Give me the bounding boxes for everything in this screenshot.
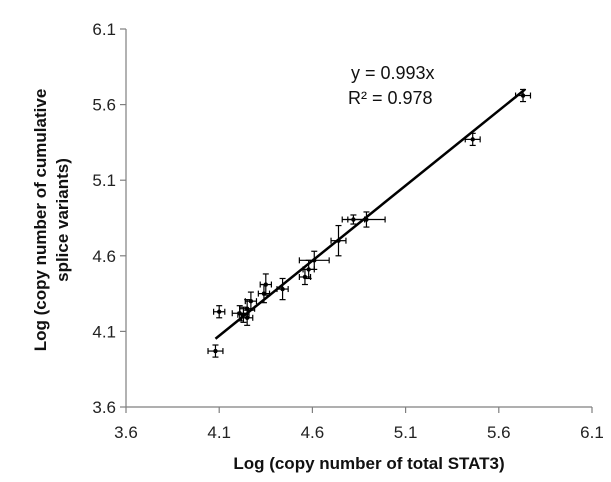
data-point xyxy=(351,217,356,222)
y-tick-label: 5.6 xyxy=(92,96,116,115)
data-point xyxy=(244,306,250,311)
data-point xyxy=(213,348,218,354)
equation-annotation: y = 0.993x xyxy=(351,63,435,83)
x-tick-label: 5.1 xyxy=(394,423,418,442)
x-tick-label: 4.6 xyxy=(301,423,325,442)
y-axis-title: Log (copy number of cumulative splice var… xyxy=(31,89,72,352)
tick-marks xyxy=(120,28,593,413)
data-point xyxy=(302,274,308,280)
x-axis-title: Log (copy number of total STAT3) xyxy=(233,454,504,473)
data-point xyxy=(470,137,475,142)
data-points xyxy=(213,93,526,354)
data-point xyxy=(237,311,242,316)
y-axis-title-line2: splice variants) xyxy=(53,158,72,282)
data-point xyxy=(263,282,268,287)
y-tick-label: 4.1 xyxy=(92,322,116,341)
y-axis-title-line1: Log (copy number of cumulative xyxy=(31,89,50,352)
x-tick-label: 4.1 xyxy=(207,423,231,442)
y-tick-label: 3.6 xyxy=(92,398,116,417)
tick-labels: 3.6 4.1 4.6 5.1 5.6 6.1 3.6 4.1 4.6 5.1 5.6 6.1 xyxy=(92,20,603,442)
trendline xyxy=(214,88,526,340)
data-point xyxy=(280,286,285,292)
x-tick-label: 5.6 xyxy=(487,423,511,442)
y-tick-label: 5.1 xyxy=(92,171,116,190)
y-tick-label: 6.1 xyxy=(92,20,116,39)
data-point xyxy=(244,315,250,320)
data-point xyxy=(261,291,267,296)
error-bars xyxy=(207,88,532,358)
r-squared-annotation: R² = 0.978 xyxy=(348,88,433,108)
x-tick-label: 6.1 xyxy=(580,423,604,442)
axes xyxy=(125,29,592,408)
x-tick-label: 3.6 xyxy=(114,423,138,442)
data-point xyxy=(520,93,526,98)
data-point xyxy=(248,298,254,304)
data-point xyxy=(306,267,311,272)
y-tick-label: 4.6 xyxy=(92,247,116,266)
data-point xyxy=(217,309,222,314)
